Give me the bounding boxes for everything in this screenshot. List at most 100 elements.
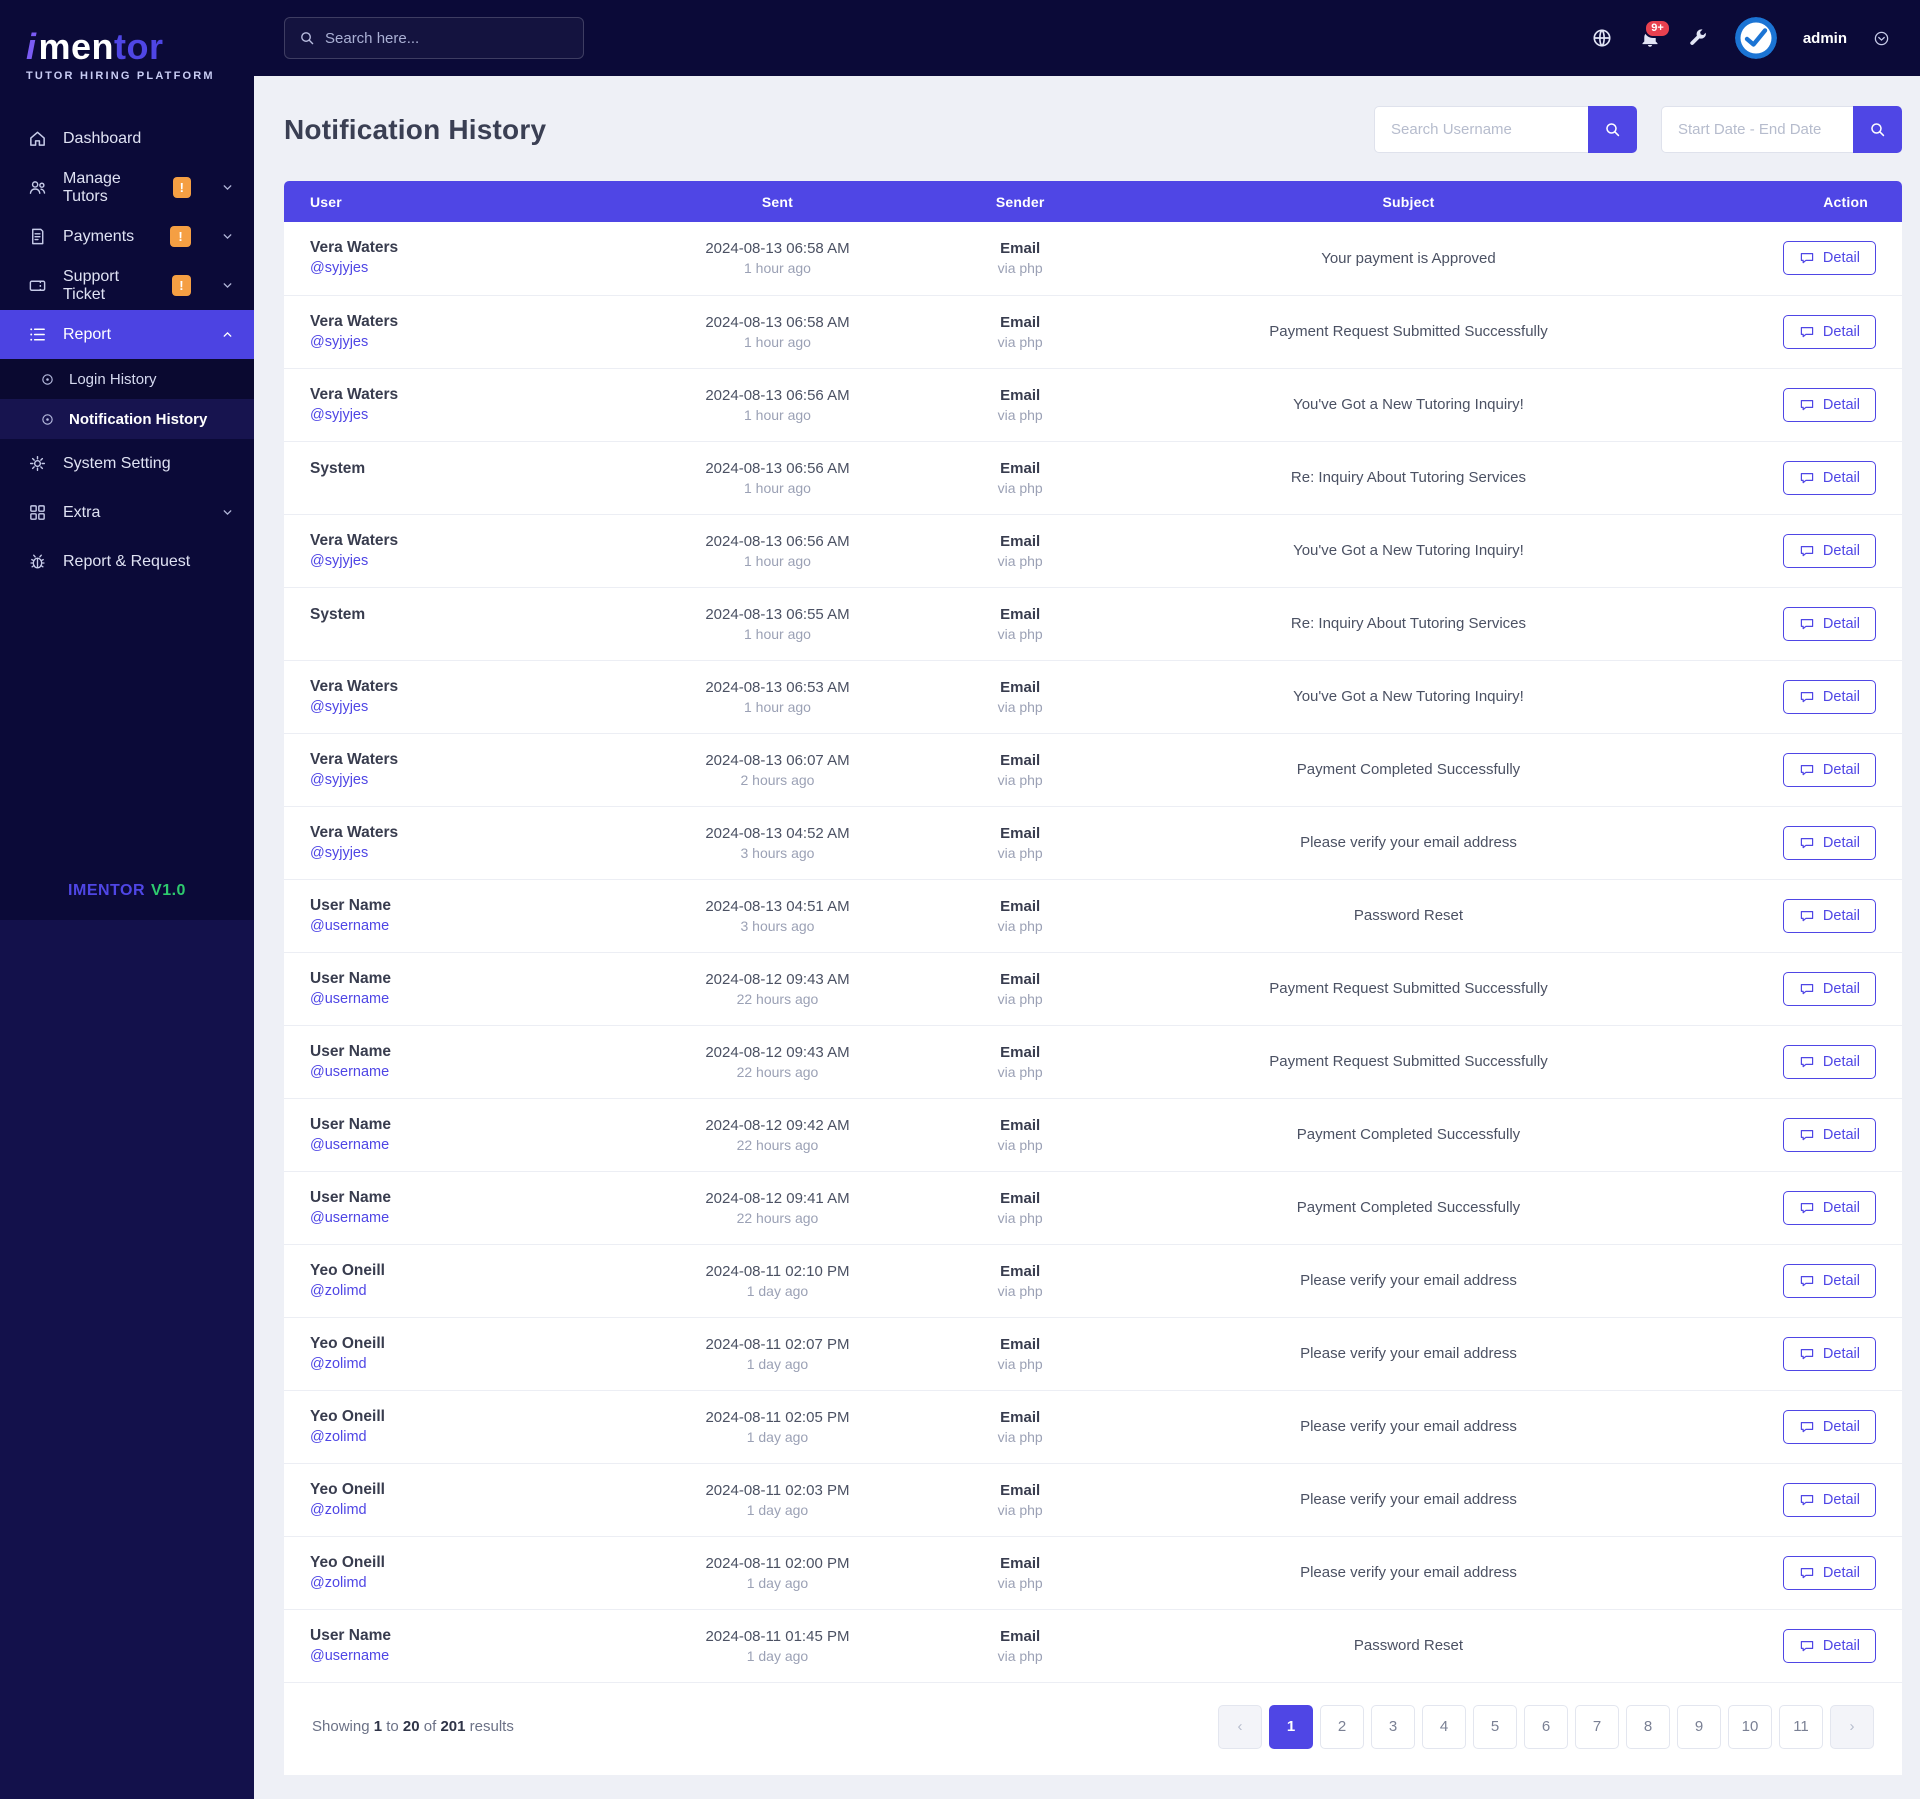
row-user-handle-link[interactable]: @syjyjes	[310, 771, 369, 788]
pagination-prev[interactable]: ‹	[1218, 1704, 1262, 1749]
sidebar-item-notification-history[interactable]: Notification History	[0, 399, 254, 439]
row-user-handle-link[interactable]: @username	[310, 917, 390, 934]
detail-button[interactable]: Detail	[1782, 971, 1876, 1006]
row-user-handle-link[interactable]: @username	[310, 1136, 390, 1153]
detail-button[interactable]: Detail	[1782, 1117, 1876, 1152]
row-sent-relative: 1 day ago	[746, 1282, 809, 1299]
row-user-handle-link[interactable]: @zolimd	[310, 1501, 367, 1518]
sidebar-item-label: Dashboard	[63, 129, 142, 147]
detail-button-label: Detail	[1822, 907, 1860, 924]
sidebar-item-manage-tutors[interactable]: Manage Tutors !	[0, 163, 254, 212]
logo-text-tor: tor	[114, 26, 164, 67]
sidebar-item-report-request[interactable]: Report & Request	[0, 537, 254, 586]
chevron-down-icon	[221, 181, 234, 194]
global-search-input[interactable]	[325, 29, 569, 47]
notifications-bell-icon[interactable]: 9+	[1639, 19, 1671, 49]
row-user-handle-link[interactable]: @zolimd	[310, 1428, 367, 1445]
column-header-sent: Sent	[623, 181, 932, 222]
pagination-page-9[interactable]: 9	[1677, 1704, 1721, 1749]
row-user-handle-link[interactable]: @zolimd	[310, 1355, 367, 1372]
detail-button[interactable]: Detail	[1782, 314, 1876, 349]
detail-button[interactable]: Detail	[1782, 1336, 1876, 1371]
sidebar-item-extra[interactable]: Extra	[0, 488, 254, 537]
chat-icon	[1799, 324, 1815, 340]
detail-button[interactable]: Detail	[1782, 679, 1876, 714]
detail-button[interactable]: Detail	[1782, 825, 1876, 860]
detail-button[interactable]: Detail	[1782, 1263, 1876, 1298]
pagination-page-4[interactable]: 4	[1422, 1704, 1466, 1749]
chat-icon	[1799, 616, 1815, 632]
row-sender-via: via php	[997, 1501, 1043, 1518]
sidebar-item-system-setting[interactable]: System Setting	[0, 439, 254, 488]
pagination-page-3[interactable]: 3	[1371, 1704, 1415, 1749]
row-sent-date: 2024-08-12 09:41 AM	[705, 1189, 850, 1207]
row-user-handle-link[interactable]: @syjyjes	[310, 552, 369, 569]
sidebar-item-support-ticket[interactable]: Support Ticket !	[0, 261, 254, 310]
admin-menu-chevron-icon[interactable]	[1873, 30, 1890, 47]
sidebar: imentor TUTOR HIRING PLATFORM Dashboard …	[0, 0, 254, 1799]
table-row: User Name @username 2024-08-12 09:43 AM …	[284, 952, 1902, 1025]
detail-button[interactable]: Detail	[1782, 1044, 1876, 1079]
row-subject: Your payment is Approved	[1321, 249, 1496, 267]
detail-button[interactable]: Detail	[1782, 752, 1876, 787]
row-user-handle-link[interactable]: @username	[310, 1063, 390, 1080]
row-user-handle-link[interactable]: @zolimd	[310, 1282, 367, 1299]
avatar[interactable]	[1734, 17, 1777, 59]
pagination-next[interactable]: ›	[1830, 1704, 1874, 1749]
table-row: System 2024-08-13 06:55 AM 1 hour ago Em…	[284, 587, 1902, 660]
row-sent-relative: 22 hours ago	[736, 1209, 819, 1226]
pagination-page-11[interactable]: 11	[1779, 1704, 1823, 1749]
row-sent-date: 2024-08-13 06:55 AM	[705, 605, 850, 623]
row-user-handle-link[interactable]: @syjyjes	[310, 333, 369, 350]
table-row: User Name @username 2024-08-12 09:41 AM …	[284, 1171, 1902, 1244]
page-content: Notification History	[254, 76, 1920, 1799]
tools-icon[interactable]	[1687, 27, 1709, 49]
column-header-sender: Sender	[931, 181, 1110, 222]
row-user-handle-link[interactable]: @syjyjes	[310, 698, 369, 715]
search-date-button[interactable]	[1853, 106, 1902, 153]
row-user-handle-link[interactable]: @syjyjes	[310, 260, 369, 277]
row-user-handle-link[interactable]: @syjyjes	[310, 844, 369, 861]
row-user-handle-link[interactable]: @username	[310, 990, 390, 1007]
sidebar-item-dashboard[interactable]: Dashboard	[0, 114, 254, 163]
row-user-handle-link[interactable]: @username	[310, 1209, 390, 1226]
sidebar-item-login-history[interactable]: Login History	[0, 359, 254, 399]
table-row: Vera Waters @syjyjes 2024-08-13 06:07 AM…	[284, 733, 1902, 806]
sidebar-item-report[interactable]: Report	[0, 310, 254, 359]
sidebar-item-payments[interactable]: Payments !	[0, 212, 254, 261]
row-user-handle-link[interactable]: @username	[310, 1647, 390, 1664]
pagination-page-1[interactable]: 1	[1269, 1704, 1313, 1749]
detail-button[interactable]: Detail	[1782, 1555, 1876, 1590]
ticket-icon	[28, 276, 47, 295]
row-user-name: Vera Waters	[310, 312, 399, 330]
detail-button[interactable]: Detail	[1782, 606, 1876, 641]
pagination-page-5[interactable]: 5	[1473, 1704, 1517, 1749]
pagination-page-2[interactable]: 2	[1320, 1704, 1364, 1749]
detail-button[interactable]: Detail	[1782, 1628, 1876, 1663]
pagination-page-8[interactable]: 8	[1626, 1704, 1670, 1749]
row-sender-type: Email	[1000, 1043, 1041, 1061]
detail-button[interactable]: Detail	[1782, 1190, 1876, 1225]
detail-button[interactable]: Detail	[1782, 898, 1876, 933]
pagination-page-7[interactable]: 7	[1575, 1704, 1619, 1749]
globe-icon[interactable]	[1591, 27, 1613, 49]
search-username-button[interactable]	[1588, 106, 1637, 153]
row-sender-via: via php	[997, 625, 1043, 642]
chat-icon	[1799, 1419, 1815, 1435]
pagination-page-10[interactable]: 10	[1728, 1704, 1772, 1749]
detail-button[interactable]: Detail	[1782, 1409, 1876, 1444]
detail-button[interactable]: Detail	[1782, 387, 1876, 422]
search-username-input[interactable]	[1374, 106, 1588, 153]
column-header-user: User	[284, 181, 624, 222]
detail-button[interactable]: Detail	[1782, 1482, 1876, 1517]
detail-button[interactable]: Detail	[1782, 241, 1876, 276]
detail-button-label: Detail	[1822, 688, 1860, 705]
sidebar-item-label: Support Ticket	[63, 267, 120, 303]
row-user-handle-link[interactable]: @syjyjes	[310, 406, 369, 423]
detail-button[interactable]: Detail	[1782, 460, 1876, 495]
date-range-input[interactable]	[1661, 106, 1853, 153]
detail-button[interactable]: Detail	[1782, 533, 1876, 568]
pagination-page-6[interactable]: 6	[1524, 1704, 1568, 1749]
row-user-handle-link[interactable]: @zolimd	[310, 1574, 367, 1591]
row-sent-relative: 22 hours ago	[736, 990, 819, 1007]
